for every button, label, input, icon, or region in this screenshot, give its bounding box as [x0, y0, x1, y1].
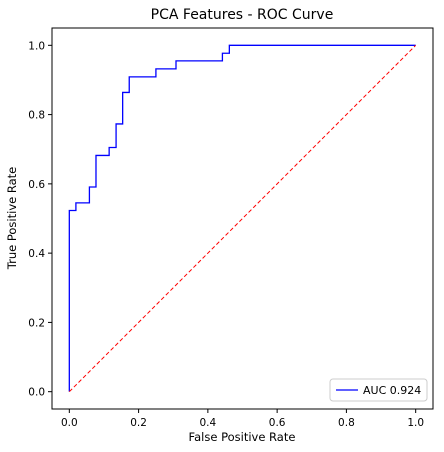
plot-area [52, 28, 433, 409]
legend-label: AUC 0.924 [363, 384, 421, 397]
chance-diagonal-line [68, 44, 417, 393]
y-tick-label: 1.0 [28, 40, 45, 52]
y-tick-label: 0.8 [28, 110, 45, 122]
y-tick-label: 0.0 [28, 387, 45, 399]
y-axis-label: True Positive Rate [5, 167, 19, 270]
x-tick-label: 0.6 [269, 417, 286, 429]
y-tick-label: 0.2 [28, 317, 45, 329]
x-tick-label: 0.4 [200, 417, 217, 429]
x-axis-label: False Positive Rate [189, 430, 296, 444]
chart-title: PCA Features - ROC Curve [151, 7, 334, 23]
y-tick-label: 0.4 [28, 248, 45, 260]
series-layer [68, 44, 417, 393]
y-tick-label: 0.6 [28, 179, 45, 191]
x-tick-label: 0.8 [338, 417, 355, 429]
y-axis: 0.0 0.2 0.4 0.6 0.8 1.0 [28, 40, 52, 399]
x-tick-label: 0.2 [130, 417, 147, 429]
x-tick-label: 0.0 [61, 417, 78, 429]
x-axis: 0.0 0.2 0.4 0.6 0.8 1.0 [61, 409, 424, 429]
roc-curve-line [68, 44, 416, 392]
legend-box [329, 378, 428, 402]
legend: AUC 0.924 [329, 378, 428, 402]
x-tick-label: 1.0 [407, 417, 424, 429]
plot-frame [51, 27, 434, 410]
